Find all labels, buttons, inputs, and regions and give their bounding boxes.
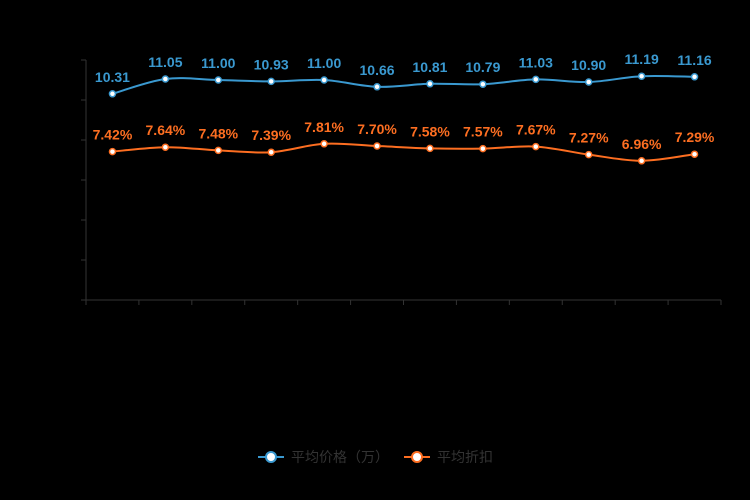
data-label: 10.90 (571, 57, 606, 73)
data-label: 10.93 (254, 56, 289, 72)
legend-item-avg-price[interactable]: 平均价格（万） (257, 446, 389, 468)
data-point[interactable] (373, 142, 381, 150)
data-label: 6.96% (622, 136, 662, 152)
data-label: 11.03 (519, 54, 553, 70)
data-label: 7.81% (304, 119, 344, 135)
data-label: 7.64% (146, 122, 186, 138)
data-point[interactable] (267, 148, 275, 156)
data-point[interactable] (637, 157, 646, 165)
data-point[interactable] (108, 90, 117, 98)
data-label: 7.39% (251, 127, 291, 143)
legend-label-avg-price: 平均价格（万） (291, 449, 389, 465)
data-point[interactable] (532, 75, 540, 84)
data-label: 10.79 (465, 59, 500, 75)
data-label: 7.48% (198, 125, 238, 141)
data-point[interactable] (373, 83, 381, 91)
data-point[interactable] (584, 78, 593, 86)
data-point[interactable] (584, 150, 593, 159)
data-label: 10.81 (412, 59, 447, 75)
data-label: 7.70% (357, 121, 397, 137)
line-series-icon (258, 451, 284, 463)
data-label: 7.27% (569, 130, 609, 146)
data-label: 11.00 (307, 55, 341, 71)
data-label: 10.66 (360, 62, 395, 78)
data-point[interactable] (214, 146, 223, 155)
data-point[interactable] (320, 76, 328, 84)
data-point[interactable] (161, 143, 170, 151)
data-point[interactable] (532, 142, 540, 151)
data-label: 7.29% (675, 129, 715, 145)
legend-item-avg-discount[interactable]: 平均折扣 (403, 446, 493, 468)
legend-label-avg-discount: 平均折扣 (437, 449, 493, 465)
data-label: 7.42% (93, 127, 133, 143)
data-label: 10.31 (95, 69, 130, 85)
chart-legend: 平均价格（万） 平均折扣 (0, 446, 750, 468)
data-point[interactable] (690, 73, 699, 81)
data-point[interactable] (426, 80, 434, 88)
data-point[interactable] (690, 150, 699, 158)
data-label: 11.05 (148, 54, 182, 70)
data-label: 11.19 (624, 51, 658, 67)
data-point[interactable] (479, 144, 487, 153)
data-point[interactable] (426, 144, 434, 153)
data-point[interactable] (161, 75, 170, 83)
data-label: 7.67% (516, 122, 556, 138)
plot-area: 10.31 11.05 11.00 10.93 11.00 10.66 10.81 10.79… (81, 51, 722, 305)
line-series-icon (404, 451, 430, 463)
data-label: 7.58% (410, 123, 450, 139)
data-point[interactable] (479, 80, 487, 88)
data-point[interactable] (108, 147, 117, 156)
data-label: 7.57% (463, 124, 503, 140)
data-label: 11.16 (677, 52, 711, 68)
data-point[interactable] (214, 76, 223, 84)
data-point[interactable] (637, 72, 646, 80)
data-point[interactable] (320, 140, 328, 148)
data-label: 11.00 (201, 55, 235, 71)
series-line-0 (112, 74, 695, 95)
series-line-1 (112, 142, 695, 162)
data-point[interactable] (267, 77, 275, 86)
